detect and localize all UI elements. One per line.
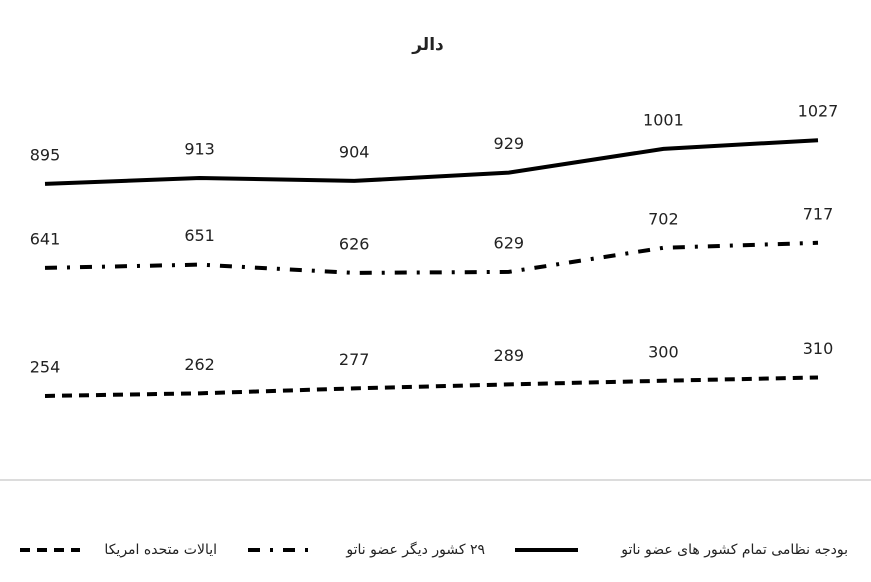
series-line	[44, 138, 819, 186]
data-label: 300	[648, 342, 679, 361]
data-label: 702	[648, 209, 679, 228]
data-label: 310	[803, 339, 834, 358]
data-label: 262	[184, 355, 215, 374]
data-label: 651	[184, 226, 215, 245]
data-label: 641	[30, 229, 61, 248]
chart-title: دالر	[411, 35, 444, 55]
data-label: 626	[339, 234, 370, 253]
data-label: 289	[494, 346, 525, 365]
legend-label: بودجه نظامی تمام کشور های عضو ناتو	[620, 542, 848, 558]
data-label: 717	[803, 204, 834, 223]
data-label: 895	[30, 145, 61, 164]
series-line	[44, 375, 819, 398]
data-label: 904	[339, 142, 370, 161]
legend-label: ۲۹ کشور دیگر عضو ناتو	[345, 541, 485, 558]
legend-label: ایالات متحده امریکا	[104, 542, 217, 558]
series-line	[44, 240, 819, 275]
data-label: 277	[339, 350, 370, 369]
data-label: 1001	[643, 110, 684, 129]
data-label: 1027	[798, 102, 839, 121]
data-label: 913	[184, 139, 215, 158]
data-label: 629	[494, 233, 525, 252]
data-label: 254	[30, 357, 61, 376]
data-label: 929	[494, 134, 525, 153]
